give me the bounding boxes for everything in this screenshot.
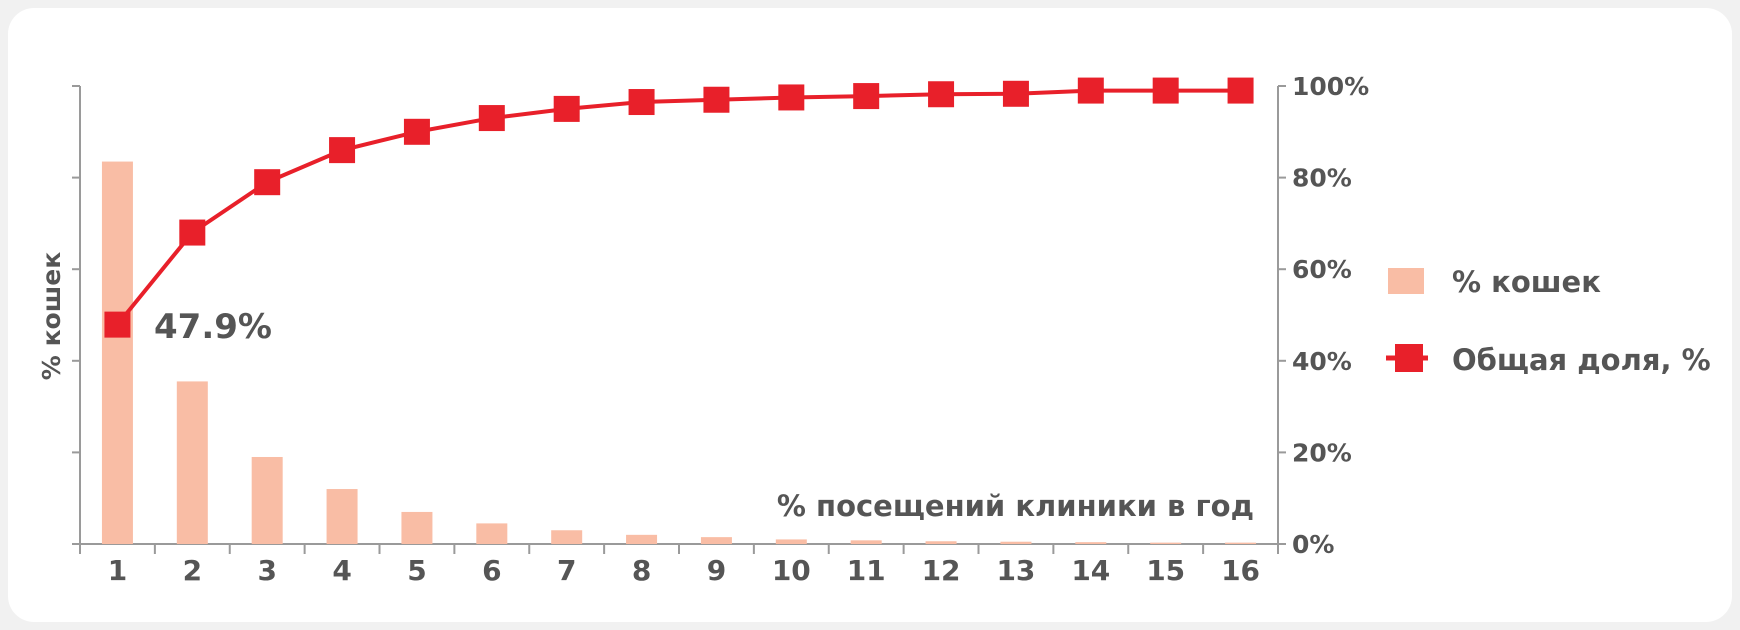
bar [551, 530, 583, 544]
line-point-marker [1152, 77, 1179, 104]
x-tick-label: 7 [557, 554, 576, 587]
right-tick-label: 100% [1292, 72, 1369, 101]
x-tick-label: 14 [1071, 554, 1110, 587]
line-point-marker [778, 84, 805, 111]
line-point-marker [254, 169, 281, 196]
line-point-marker [478, 105, 505, 132]
bar [401, 511, 433, 544]
bar [476, 523, 508, 544]
bar [1150, 542, 1182, 544]
bar [326, 489, 358, 544]
bar-series [101, 161, 1257, 544]
right-tick-label: 60% [1292, 255, 1352, 284]
legend-bar-swatch [1388, 268, 1424, 294]
x-tick-label: 12 [922, 554, 961, 587]
y-axis-label: % кошек [37, 252, 66, 380]
x-tick-label: 2 [183, 554, 202, 587]
bar [925, 541, 957, 544]
line-point-marker [1002, 80, 1029, 107]
x-tick-label: 10 [772, 554, 811, 587]
x-tick-label: 5 [407, 554, 426, 587]
legend-line-swatch-marker [1395, 344, 1423, 372]
x-tick-label: 16 [1221, 554, 1260, 587]
bar [775, 539, 807, 544]
x-tick-label: 6 [482, 554, 501, 587]
left-axis-ticks [72, 85, 80, 545]
right-tick-label: 80% [1292, 164, 1352, 193]
line-point-marker [179, 219, 206, 246]
line-point-marker [553, 95, 580, 122]
x-tick-label: 8 [632, 554, 651, 587]
chart-card [8, 8, 1732, 622]
bar [1000, 541, 1032, 544]
bar [1075, 542, 1107, 544]
bar [626, 534, 658, 544]
bar [251, 456, 283, 544]
x-tick-label: 1 [108, 554, 127, 587]
cumulative-line [115, 88, 1241, 326]
x-tick-label: 4 [332, 554, 351, 587]
line-point-marker [703, 86, 730, 113]
x-tick-label: 15 [1146, 554, 1185, 587]
line-series [104, 77, 1254, 338]
first-point-annotation: 47.9% [154, 307, 272, 347]
bar [850, 540, 882, 544]
x-tick-label: 11 [847, 554, 886, 587]
right-axis-ticks: 0% 20% 40% 60% 80% 100% [1278, 72, 1369, 559]
x-axis-label: % посещений клиники в год [777, 489, 1254, 523]
right-tick-label: 0% [1292, 530, 1334, 559]
x-axis-ticks: 1 2 3 4 5 6 7 8 9 10 11 12 13 14 15 16 [79, 544, 1279, 587]
bar [700, 537, 732, 544]
line-point-marker [1077, 77, 1104, 104]
line-point-marker [104, 311, 131, 338]
x-tick-label: 3 [257, 554, 276, 587]
x-tick-label: 9 [707, 554, 726, 587]
line-point-marker [403, 118, 430, 145]
bar [1225, 542, 1257, 544]
legend: % кошек Общая доля, % [1386, 265, 1711, 377]
bar [176, 381, 208, 544]
line-point-marker [628, 89, 655, 116]
legend-line-label: Общая доля, % [1452, 343, 1711, 377]
bar [101, 161, 133, 544]
right-tick-label: 20% [1292, 438, 1352, 467]
line-point-marker [853, 83, 880, 110]
line-point-marker [1227, 77, 1254, 104]
line-point-marker [928, 81, 955, 108]
line-point-marker [329, 137, 356, 164]
right-tick-label: 40% [1292, 347, 1352, 376]
legend-bar-label: % кошек [1452, 265, 1601, 299]
x-tick-label: 13 [996, 554, 1035, 587]
